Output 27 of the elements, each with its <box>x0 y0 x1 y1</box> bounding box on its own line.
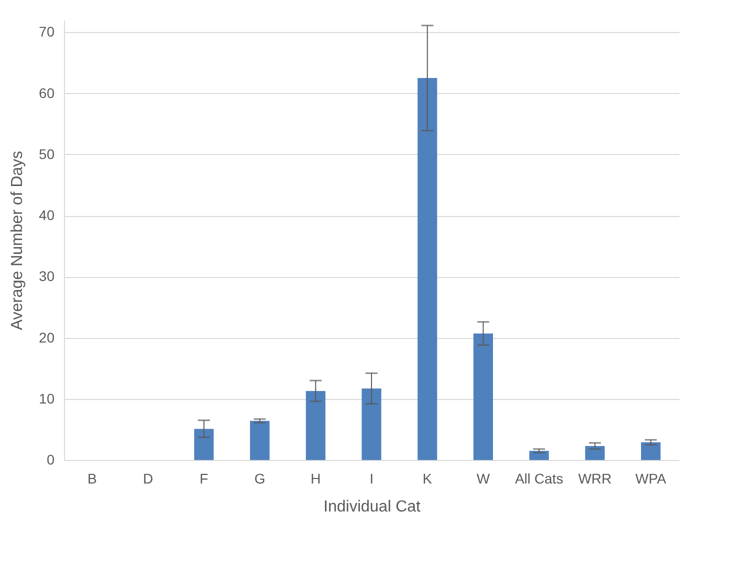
x-tick-label: G <box>254 470 266 486</box>
y-tick-label: 40 <box>38 207 55 224</box>
bar <box>585 446 605 460</box>
x-tick-label: D <box>143 470 154 486</box>
x-tick-label: H <box>310 470 321 486</box>
y-tick-label: 20 <box>38 329 55 346</box>
x-tick-label: B <box>88 470 97 486</box>
x-axis-title: Individual Cat <box>324 498 422 516</box>
x-tick-label: All Cats <box>514 470 564 486</box>
x-tick-label: WRR <box>578 470 612 486</box>
y-tick-label: 60 <box>38 84 55 101</box>
bar <box>418 78 438 460</box>
y-tick-label: 50 <box>38 146 55 162</box>
bar <box>306 390 326 460</box>
x-tick-label: WPA <box>635 470 667 486</box>
x-tick-label: I <box>370 470 374 486</box>
bar <box>362 388 382 460</box>
x-tick-label: F <box>200 470 208 486</box>
y-tick-label: 0 <box>46 452 55 468</box>
y-tick-label: 70 <box>38 24 55 40</box>
x-tick-label: K <box>422 470 433 486</box>
y-tick-label: 10 <box>38 390 55 406</box>
bar <box>473 334 493 460</box>
y-tick-label: 30 <box>38 268 55 284</box>
x-tick-label: W <box>476 470 491 486</box>
bar <box>194 428 214 460</box>
y-axis-title: Average Number of Days <box>8 150 26 330</box>
